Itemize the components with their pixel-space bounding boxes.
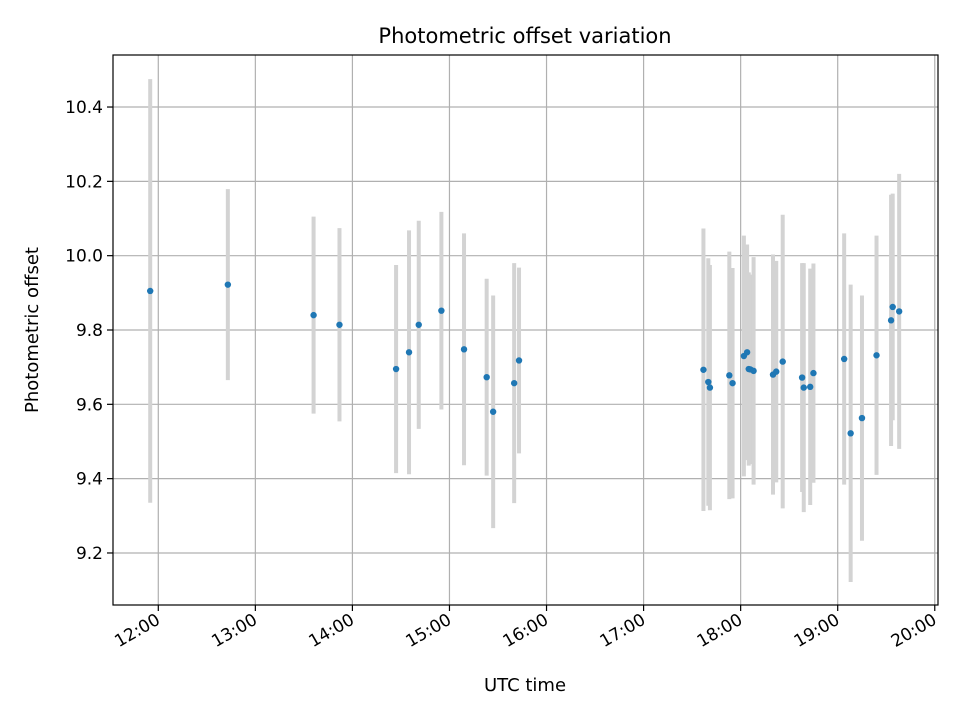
data-point — [773, 368, 780, 375]
data-point — [858, 414, 866, 422]
data-point — [336, 321, 343, 328]
data-point — [743, 349, 751, 356]
data-point — [889, 303, 896, 311]
data-point — [779, 358, 786, 365]
data-point — [726, 372, 733, 379]
y-tick-label: 9.2 — [76, 544, 103, 564]
data-point — [798, 374, 806, 381]
data-point — [706, 384, 714, 391]
data-point — [750, 367, 757, 375]
y-tick-label: 10.4 — [65, 98, 103, 118]
data-point — [895, 308, 903, 315]
data-point — [700, 366, 707, 373]
data-point — [510, 379, 518, 387]
y-tick-label: 9.4 — [76, 470, 103, 490]
y-tick-label: 9.6 — [76, 395, 103, 415]
data-point — [729, 379, 736, 387]
data-point — [800, 384, 807, 391]
data-point — [847, 430, 854, 437]
y-tick-label: 10.2 — [65, 172, 103, 192]
data-point — [489, 408, 497, 415]
x-axis-label: UTC time — [484, 675, 566, 696]
chart-title: Photometric offset variation — [378, 24, 671, 48]
data-point — [807, 383, 814, 391]
data-point — [810, 369, 817, 377]
y-tick-label: 9.8 — [76, 321, 103, 341]
data-point — [483, 373, 490, 381]
y-axis-ticks: 9.2 9.4 9.6 9.8 10.0 10.2 10.4 — [65, 98, 113, 564]
y-tick-label: 10.0 — [65, 247, 103, 267]
data-point — [705, 378, 712, 386]
y-axis-label: Photometric offset — [22, 247, 43, 413]
data-point — [515, 357, 523, 364]
data-point — [460, 346, 468, 353]
data-point — [392, 365, 400, 373]
data-point — [873, 352, 880, 359]
data-point — [405, 349, 413, 356]
data-point — [415, 321, 422, 328]
data-point — [224, 281, 232, 288]
data-point — [438, 307, 445, 314]
data-point — [840, 355, 848, 363]
data-point — [310, 311, 317, 319]
data-points — [147, 281, 903, 437]
data-point — [887, 317, 895, 324]
data-point — [147, 287, 154, 295]
